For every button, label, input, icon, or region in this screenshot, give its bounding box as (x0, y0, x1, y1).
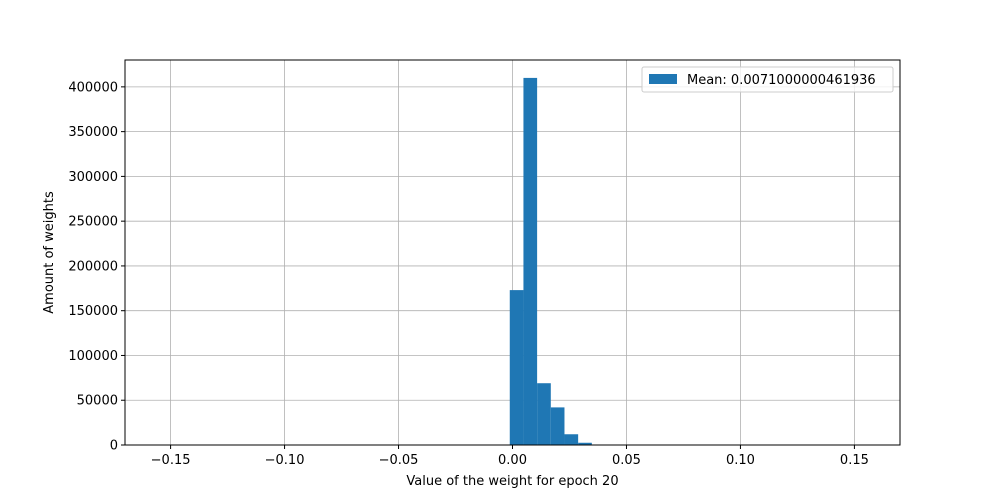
grid-lines (125, 60, 900, 446)
histogram-bar (523, 77, 538, 445)
y-tick-label: 50000 (77, 394, 118, 409)
legend-entry: Mean: 0.0071000000461936 (687, 73, 876, 88)
x-tick-label: 0.10 (726, 453, 755, 468)
histogram-bar (564, 434, 579, 445)
x-tick-label: 0.00 (498, 453, 527, 468)
histogram-bar (537, 383, 551, 445)
x-tick-label: −0.05 (379, 453, 419, 468)
legend: Mean: 0.0071000000461936 (641, 66, 894, 93)
histogram-bar (550, 407, 565, 445)
histogram-bar (578, 442, 592, 445)
x-tick-label: 0.15 (840, 453, 869, 468)
histogram-bar (509, 290, 524, 445)
legend-swatch (649, 74, 677, 84)
y-axis-label: Amount of weights (42, 191, 57, 314)
x-tick-label: 0.05 (612, 453, 641, 468)
y-tick-label: 250000 (68, 215, 118, 230)
x-axis-ticks: −0.15 −0.10 −0.05 0.00 0.05 0.10 0.15 (151, 445, 869, 468)
x-tick-label: −0.15 (151, 453, 191, 468)
y-tick-label: 350000 (68, 125, 118, 140)
y-axis-ticks: 0 50000 100000 150000 200000 250000 300000 3500… (68, 80, 125, 454)
x-tick-label: −0.10 (265, 453, 305, 468)
y-tick-label: 400000 (68, 80, 118, 95)
y-tick-label: 100000 (68, 349, 118, 364)
y-tick-label: 300000 (68, 170, 118, 185)
histogram-bars (509, 77, 592, 445)
y-tick-label: 200000 (68, 259, 118, 274)
y-tick-label: 0 (110, 439, 118, 454)
x-axis-label: Value of the weight for epoch 20 (406, 474, 618, 489)
legend-box (641, 66, 894, 93)
y-tick-label: 150000 (68, 304, 118, 319)
